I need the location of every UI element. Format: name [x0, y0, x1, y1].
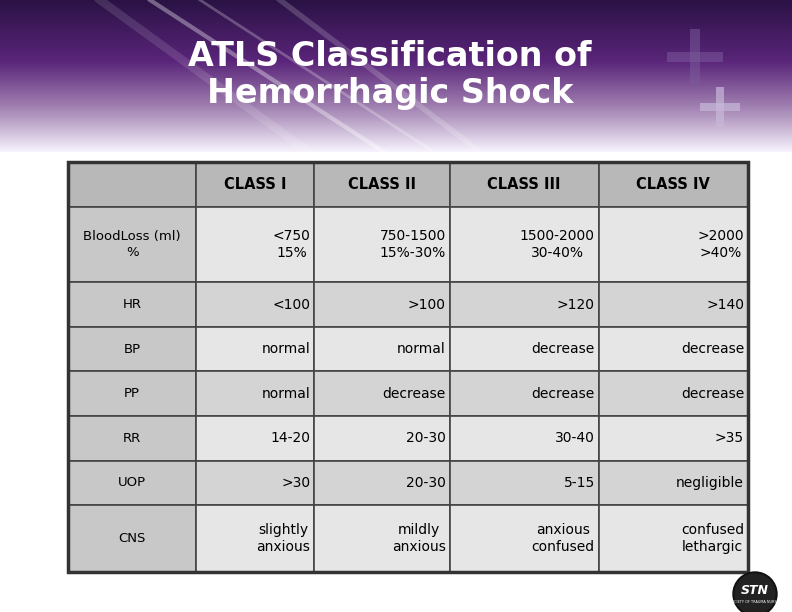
- Text: 14-20: 14-20: [270, 431, 310, 446]
- Text: anxious
confused: anxious confused: [531, 523, 595, 554]
- Bar: [68, 282, 196, 327]
- Bar: [68, 371, 196, 416]
- Text: >30: >30: [281, 476, 310, 490]
- Bar: [450, 207, 599, 282]
- Text: negligible: negligible: [676, 476, 744, 490]
- Bar: [68, 162, 196, 207]
- Text: Hemorrhagic Shock: Hemorrhagic Shock: [207, 78, 573, 111]
- Text: >2000
>40%: >2000 >40%: [698, 229, 744, 260]
- Text: slightly
anxious: slightly anxious: [257, 523, 310, 554]
- Bar: [68, 162, 748, 572]
- Text: confused
lethargic: confused lethargic: [681, 523, 744, 554]
- Bar: [314, 416, 450, 461]
- Bar: [196, 207, 314, 282]
- Bar: [68, 327, 196, 371]
- Text: CLASS IV: CLASS IV: [637, 177, 710, 192]
- Bar: [196, 461, 314, 505]
- Text: mildly
anxious: mildly anxious: [392, 523, 446, 554]
- Bar: [599, 461, 748, 505]
- Bar: [599, 505, 748, 572]
- Text: CNS: CNS: [119, 532, 146, 545]
- Bar: [314, 327, 450, 371]
- Bar: [450, 461, 599, 505]
- Text: >35: >35: [715, 431, 744, 446]
- Text: CLASS III: CLASS III: [487, 177, 561, 192]
- Bar: [314, 371, 450, 416]
- Bar: [599, 416, 748, 461]
- Bar: [450, 505, 599, 572]
- Text: CLASS I: CLASS I: [224, 177, 287, 192]
- Text: decrease: decrease: [681, 387, 744, 401]
- Bar: [314, 461, 450, 505]
- Text: 20-30: 20-30: [406, 431, 446, 446]
- Text: HR: HR: [123, 298, 142, 311]
- Text: ATLS Classification of: ATLS Classification of: [188, 40, 592, 73]
- Bar: [196, 371, 314, 416]
- Text: BP: BP: [124, 343, 141, 356]
- Text: >100: >100: [408, 297, 446, 312]
- Text: PP: PP: [124, 387, 140, 400]
- Bar: [68, 416, 196, 461]
- Text: normal: normal: [261, 387, 310, 401]
- Text: STN: STN: [741, 584, 769, 597]
- Text: normal: normal: [397, 342, 446, 356]
- Text: RR: RR: [123, 432, 141, 445]
- Bar: [196, 505, 314, 572]
- Text: UOP: UOP: [118, 476, 147, 490]
- Text: >140: >140: [706, 297, 744, 312]
- Text: decrease: decrease: [531, 342, 595, 356]
- Bar: [450, 416, 599, 461]
- Text: normal: normal: [261, 342, 310, 356]
- Text: 750-1500
15%-30%: 750-1500 15%-30%: [379, 229, 446, 260]
- Circle shape: [735, 574, 775, 612]
- Bar: [196, 327, 314, 371]
- Bar: [196, 416, 314, 461]
- Text: decrease: decrease: [681, 342, 744, 356]
- Bar: [450, 282, 599, 327]
- Bar: [599, 371, 748, 416]
- Text: decrease: decrease: [383, 387, 446, 401]
- Bar: [68, 461, 196, 505]
- Bar: [68, 207, 196, 282]
- Text: 1500-2000
30-40%: 1500-2000 30-40%: [520, 229, 595, 260]
- Bar: [314, 162, 450, 207]
- Bar: [599, 207, 748, 282]
- Text: >120: >120: [557, 297, 595, 312]
- Text: <100: <100: [272, 297, 310, 312]
- Bar: [314, 505, 450, 572]
- Bar: [667, 52, 723, 62]
- Bar: [450, 327, 599, 371]
- Text: 20-30: 20-30: [406, 476, 446, 490]
- Bar: [690, 29, 700, 85]
- Bar: [314, 282, 450, 327]
- Bar: [599, 282, 748, 327]
- Text: BloodLoss (ml)
%: BloodLoss (ml) %: [83, 230, 181, 259]
- Bar: [450, 371, 599, 416]
- Bar: [450, 162, 599, 207]
- Text: <750
15%: <750 15%: [272, 229, 310, 260]
- Bar: [196, 282, 314, 327]
- Circle shape: [733, 572, 777, 612]
- Bar: [314, 207, 450, 282]
- Text: CLASS II: CLASS II: [348, 177, 416, 192]
- Bar: [599, 162, 748, 207]
- Text: SOCIETY OF TRAUMA NURSES: SOCIETY OF TRAUMA NURSES: [729, 600, 781, 604]
- Bar: [68, 505, 196, 572]
- Bar: [716, 87, 724, 127]
- Bar: [599, 327, 748, 371]
- Bar: [196, 162, 314, 207]
- Text: 5-15: 5-15: [564, 476, 595, 490]
- Text: decrease: decrease: [531, 387, 595, 401]
- Bar: [700, 103, 740, 111]
- Text: 30-40: 30-40: [555, 431, 595, 446]
